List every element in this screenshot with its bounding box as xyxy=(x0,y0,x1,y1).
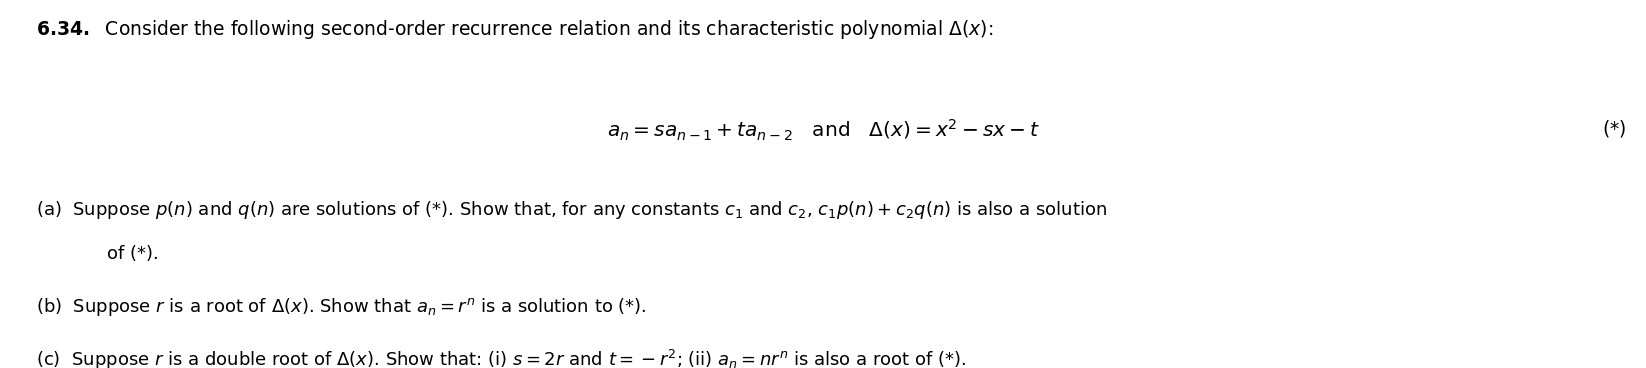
Text: (b)  Suppose $r$ is a root of $\Delta(x)$. Show that $a_n = r^n$ is a solution t: (b) Suppose $r$ is a root of $\Delta(x)$… xyxy=(36,296,647,318)
Text: (c)  Suppose $r$ is a double root of $\Delta(x)$. Show that: (i) $s = 2r$ and $t: (c) Suppose $r$ is a double root of $\De… xyxy=(36,348,966,368)
Text: $(*)$: $(*)$ xyxy=(1602,118,1626,139)
Text: (a)  Suppose $p(n)$ and $q(n)$ are solutions of (*). Show that, for any constant: (a) Suppose $p(n)$ and $q(n)$ are soluti… xyxy=(36,199,1108,221)
Text: $\mathbf{6.34.}$  Consider the following second-order recurrence relation and it: $\mathbf{6.34.}$ Consider the following … xyxy=(36,18,994,42)
Text: $a_n = sa_{n-1} + ta_{n-2}$   and   $\Delta(x) = x^2 - sx - t$: $a_n = sa_{n-1} + ta_{n-2}$ and $\Delta(… xyxy=(607,118,1039,143)
Text: of (*).: of (*). xyxy=(107,245,158,263)
